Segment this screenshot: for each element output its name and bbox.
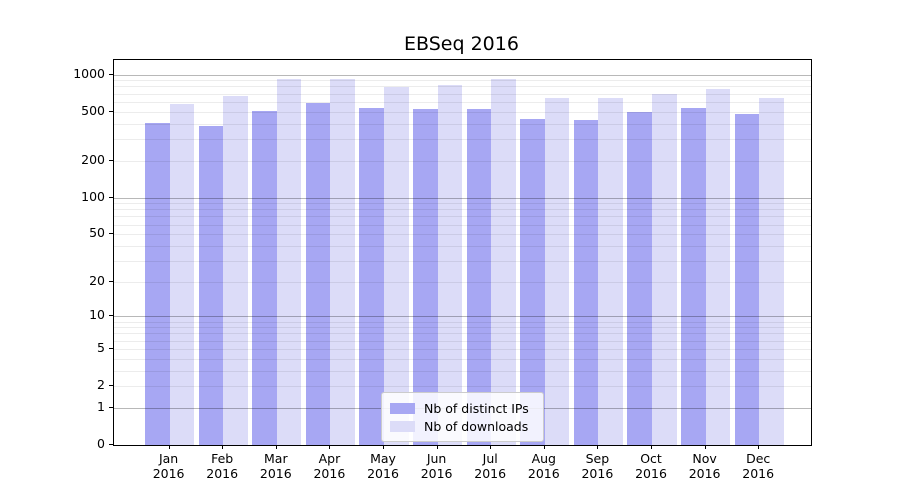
legend: Nb of distinct IPs Nb of downloads	[381, 392, 544, 442]
bars-layer	[114, 60, 811, 445]
y-tick-mark-2	[109, 385, 113, 387]
x-tick-mark-oct	[651, 445, 652, 449]
bar-distinct-ips-may	[359, 108, 384, 445]
x-tick-label-dec: Dec 2016	[731, 451, 785, 481]
y-tick-mark-500	[109, 110, 113, 112]
y-tick-label-20: 20	[89, 272, 105, 288]
x-tick-year: 2016	[742, 466, 775, 481]
x-tick-label-sep: Sep 2016	[570, 451, 624, 481]
x-tick-mark-nov	[704, 445, 706, 449]
x-tick-label-jan: Jan 2016	[142, 451, 196, 481]
x-tick-mark-may	[383, 445, 384, 449]
y-tick-label-200: 200	[81, 151, 105, 167]
x-tick-year: 2016	[313, 466, 346, 481]
bar-distinct-ips-nov	[681, 108, 706, 445]
x-tick-year: 2016	[420, 466, 453, 481]
y-tick-label-0: 0	[97, 436, 105, 451]
x-tick-mark-jul	[490, 445, 492, 449]
x-tick-mark-mar	[275, 445, 277, 449]
bar-downloads-mar	[276, 79, 302, 445]
bar-downloads-dec	[759, 98, 784, 445]
bar-distinct-ips-feb	[198, 125, 224, 445]
x-tick-label-jun: Jun 2016	[410, 451, 464, 481]
legend-label-downloads: Nb of downloads	[424, 418, 529, 434]
bar-downloads-sep	[598, 97, 623, 445]
bar-distinct-ips-jul	[466, 109, 492, 445]
x-tick-mark-sep	[597, 445, 599, 449]
bar-distinct-ips-apr	[305, 102, 331, 445]
x-tick-label-oct: Oct 2016	[624, 451, 678, 481]
x-tick-label-aug: Aug 2016	[517, 451, 571, 481]
y-tick-mark-5	[109, 347, 113, 349]
y-tick-label-500: 500	[81, 102, 105, 118]
x-tick-label-mar: Mar 2016	[249, 451, 303, 481]
x-tick-year: 2016	[206, 466, 239, 481]
x-tick-year: 2016	[367, 466, 399, 481]
bar-distinct-ips-dec	[734, 113, 760, 445]
x-tick-label-jul: Jul 2016	[463, 451, 517, 481]
y-tick-mark-200	[109, 159, 113, 161]
y-tick-mark-0	[109, 444, 113, 445]
bar-distinct-ips-sep	[573, 119, 599, 445]
x-tick-label-feb: Feb 2016	[195, 451, 249, 481]
bar-distinct-ips-jan	[145, 123, 170, 445]
bar-distinct-ips-jun	[413, 109, 438, 445]
bar-distinct-ips-mar	[252, 111, 277, 445]
y-tick-mark-1000	[109, 73, 113, 75]
bar-downloads-feb	[223, 95, 248, 445]
x-tick-year: 2016	[581, 466, 614, 481]
chart-title: EBSeq 2016	[404, 33, 519, 55]
legend-label-distinct-ips: Nb of distinct IPs	[424, 400, 529, 416]
legend-swatch-distinct-ips	[390, 402, 415, 414]
x-tick-year: 2016	[688, 466, 721, 481]
legend-entry-downloads: Nb of downloads	[390, 418, 535, 434]
x-tick-mark-jun	[436, 445, 438, 449]
x-tick-label-may: May 2016	[356, 451, 410, 481]
y-tick-label-1000: 1000	[73, 65, 105, 81]
bar-distinct-ips-aug	[520, 118, 545, 445]
x-tick-mark-dec	[758, 445, 760, 449]
bar-downloads-apr	[330, 79, 355, 445]
x-tick-label-apr: Apr 2016	[302, 451, 356, 481]
y-tick-mark-20	[109, 280, 113, 282]
y-tick-label-1: 1	[97, 398, 105, 414]
y-tick-label-10: 10	[89, 307, 105, 323]
y-tick-mark-10	[109, 315, 113, 317]
y-tick-label-2: 2	[97, 377, 105, 393]
x-tick-year: 2016	[474, 466, 507, 481]
bar-downloads-jun	[437, 85, 463, 445]
bar-downloads-may	[384, 87, 409, 445]
x-tick-label-nov: Nov 2016	[678, 451, 732, 481]
x-tick-mark-aug	[543, 445, 545, 449]
x-tick-mark-apr	[329, 445, 331, 449]
bar-downloads-jan	[169, 104, 195, 445]
y-tick-label-50: 50	[89, 225, 105, 241]
bar-distinct-ips-oct	[627, 112, 652, 445]
y-tick-label-100: 100	[81, 188, 105, 204]
x-tick-mark-feb	[222, 445, 224, 449]
y-tick-label-5: 5	[97, 339, 105, 355]
x-tick-year: 2016	[635, 466, 667, 481]
bar-downloads-oct	[652, 93, 677, 445]
y-tick-mark-1	[109, 406, 113, 408]
x-tick-year: 2016	[527, 466, 560, 481]
y-tick-mark-50	[109, 233, 113, 235]
bar-downloads-jul	[491, 78, 516, 445]
x-tick-year: 2016	[152, 466, 185, 481]
legend-swatch-downloads	[390, 420, 415, 432]
plot-area: Nb of distinct IPs Nb of downloads	[113, 59, 812, 446]
bar-downloads-nov	[705, 88, 731, 445]
x-tick-mark-jan	[168, 445, 170, 449]
x-tick-year: 2016	[259, 466, 292, 481]
legend-entry-distinct-ips: Nb of distinct IPs	[390, 400, 535, 416]
y-tick-mark-100	[109, 196, 113, 198]
bar-downloads-aug	[544, 97, 570, 445]
